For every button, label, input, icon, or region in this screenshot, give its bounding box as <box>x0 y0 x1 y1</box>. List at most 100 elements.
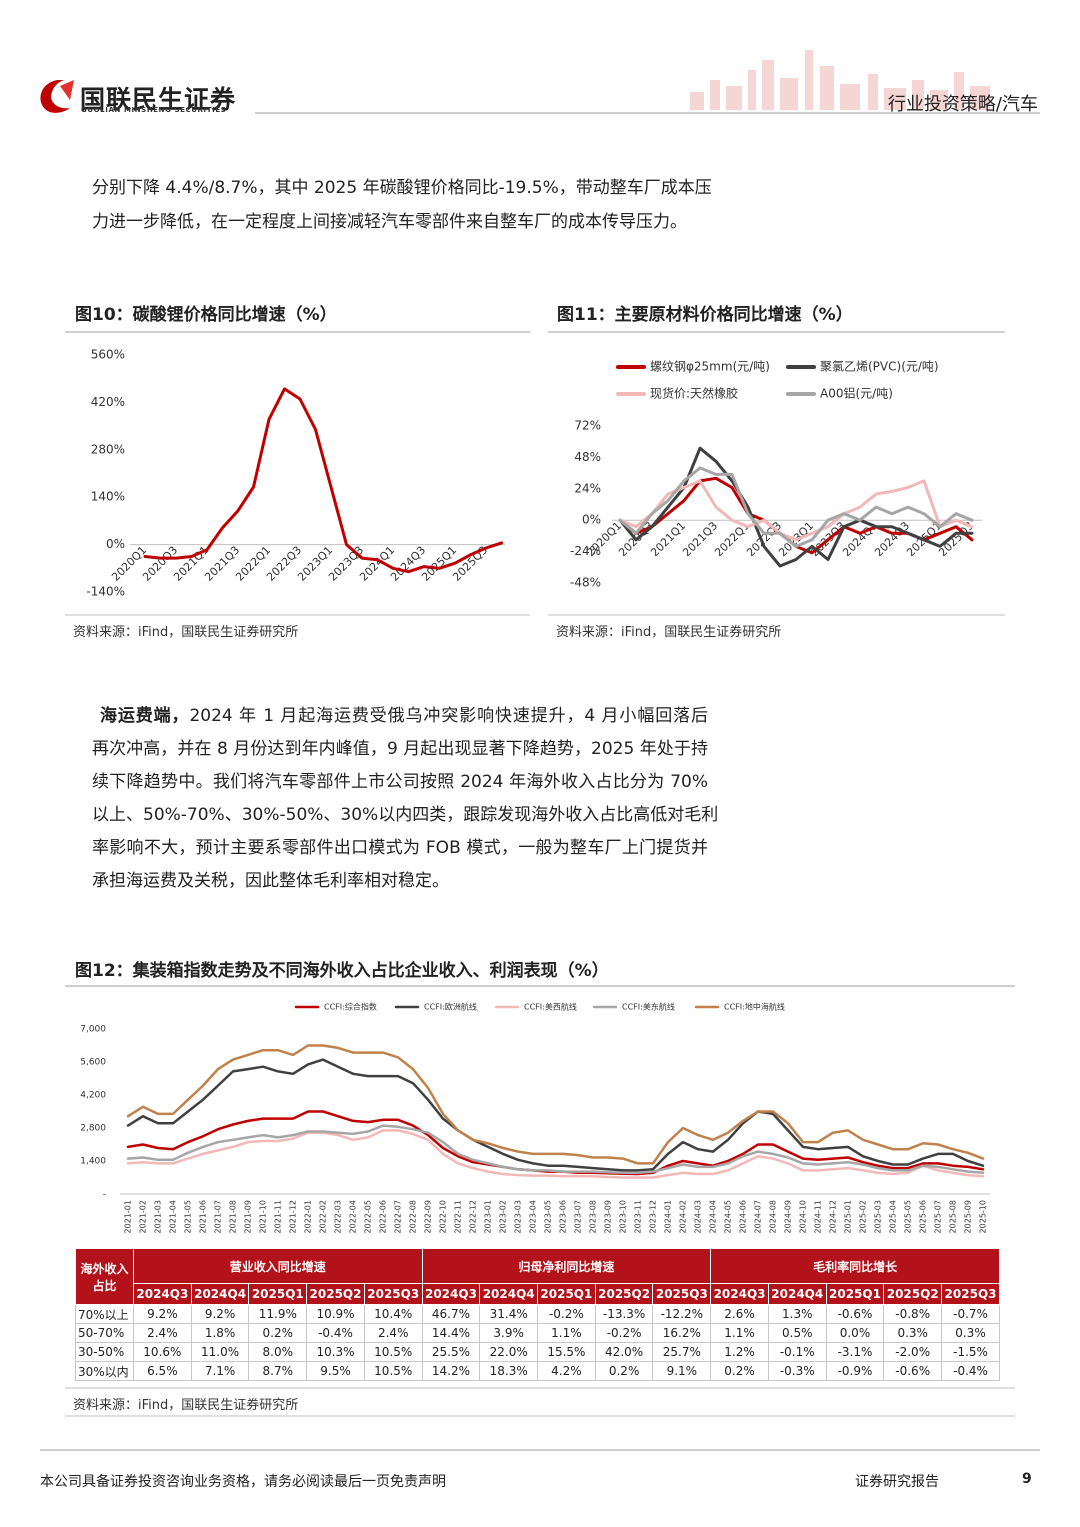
row-header-title: 海外收入占比 <box>75 1248 134 1305</box>
y-tick-label: 4,200 <box>80 1091 106 1101</box>
table-cell: 9.1% <box>652 1361 712 1381</box>
x-tick-label: 2023-12 <box>649 1200 658 1233</box>
paragraph-line: 以上、50%-70%、30%-50%、30%以内四类，跟踪发现海外收入占比高低对… <box>92 805 719 825</box>
figure-source: 资料来源：iFind，国联民生证券研究所 <box>556 625 782 640</box>
paragraph-line: 海运费端，2024 年 1 月起海运费受俄乌冲突影响快速提升，4 月小幅回落后 <box>100 704 708 728</box>
x-tick-label: 2023-09 <box>604 1200 613 1233</box>
table-cell: -1.5% <box>941 1342 1000 1362</box>
table-cell: 9.2% <box>190 1304 250 1324</box>
series-line <box>143 387 503 574</box>
y-tick-label: 72% <box>574 419 601 433</box>
x-tick-label: 2021-09 <box>244 1200 253 1233</box>
table-cell: -0.4% <box>941 1361 1000 1381</box>
series-line <box>126 1124 985 1175</box>
x-tick-label: 2024-07 <box>754 1200 763 1233</box>
legend-label: CCFI:欧洲航线 <box>424 1002 477 1012</box>
table-row: 30%以内 6.5% 7.1% 8.7% 9.5% 10.5% 14.2% 18.3% 4.2%… <box>75 1361 1000 1381</box>
y-tick-label: 140% <box>91 490 125 504</box>
table-cell: 14.4% <box>421 1323 481 1343</box>
x-tick-label: 2025-10 <box>979 1200 988 1233</box>
table-cell: 22.0% <box>479 1342 539 1362</box>
x-tick-label: 2021-01 <box>124 1200 133 1233</box>
x-tick-label: 2022-08 <box>409 1200 418 1233</box>
x-tick-label: 2021-12 <box>289 1200 298 1233</box>
legend-label: A00铝(元/吨) <box>820 386 893 401</box>
x-tick-label: 2024-11 <box>814 1200 823 1233</box>
x-tick-label: 2021-04 <box>169 1200 178 1233</box>
x-tick-label: 2022-03 <box>334 1200 343 1233</box>
paragraph-line: 力进一步降低，在一定程度上间接减轻汽车零部件来自整车厂的成本传导压力。 <box>92 212 687 232</box>
legend-label: 聚氯乙烯(PVC)(元/吨) <box>820 360 939 374</box>
y-tick-label: 1,400 <box>80 1157 106 1167</box>
y-tick-label: 420% <box>91 395 125 409</box>
quarter-header: 2025Q2 <box>306 1283 365 1305</box>
legend-label: CCFI:美西航线 <box>524 1002 577 1012</box>
x-tick-label: 2025-07 <box>934 1200 943 1233</box>
x-tick-label: 2022-05 <box>364 1200 373 1233</box>
quarter-header: 2024Q3 <box>710 1283 769 1305</box>
quarter-header: 2025Q3 <box>652 1283 712 1305</box>
group-header: 营业收入同比增速 <box>133 1248 423 1284</box>
x-tick-label: 2025-03 <box>874 1200 883 1233</box>
logo-text: 国联民生证券 <box>80 85 237 114</box>
table-cell: 10.5% <box>363 1342 423 1362</box>
x-tick-label: 2021-06 <box>199 1200 208 1233</box>
legend-label: 现货价:天然橡胶 <box>650 386 738 401</box>
x-tick-label: 2021-07 <box>214 1200 223 1233</box>
x-tick-label: 2022-04 <box>349 1200 358 1233</box>
table-cell: 6.5% <box>133 1361 192 1381</box>
series-line <box>126 1058 985 1172</box>
paragraph-text: 2024 年 1 月起海运费受俄乌冲突影响快速提升，4 月小幅回落后 <box>189 706 708 726</box>
table-cell: -12.2% <box>652 1304 712 1324</box>
group-header: 毛利率同比增长 <box>710 1248 1000 1284</box>
figure-source: 资料来源：iFind，国联民生证券研究所 <box>73 1398 299 1413</box>
page-number: 9 <box>1022 1471 1032 1487</box>
x-tick-label: 2023-11 <box>634 1200 643 1233</box>
x-tick-label: 2024-08 <box>769 1200 778 1233</box>
group-header: 归母净利同比增速 <box>421 1248 712 1284</box>
x-tick-label: 2023-02 <box>499 1200 508 1233</box>
table-cell: 9.5% <box>306 1361 365 1381</box>
table-cell: -0.4% <box>306 1323 365 1343</box>
x-tick-label: 2024-03 <box>694 1200 703 1233</box>
y-tick-label: -48% <box>570 576 601 590</box>
table-row: 30-50% 10.6% 11.0% 8.0% 10.3% 10.5% 25.5% 22.0%… <box>75 1342 1000 1362</box>
x-tick-label: 2022-01 <box>304 1200 313 1233</box>
x-tick-label: 2023-01 <box>484 1200 493 1233</box>
x-tick-label: 2024-02 <box>679 1200 688 1233</box>
table-cell: 10.5% <box>363 1361 423 1381</box>
x-tick-label: 2021-08 <box>229 1200 238 1233</box>
section-name: 行业投资策略/汽车 <box>887 94 1038 115</box>
table-cell: 0.2% <box>594 1361 654 1381</box>
y-tick-label: 5,600 <box>80 1058 106 1068</box>
x-tick-label: 2025-09 <box>964 1200 973 1233</box>
x-tick-label: 2024-04 <box>709 1200 718 1233</box>
x-tick-label: 2022-12 <box>469 1200 478 1233</box>
paragraph-line: 承担海运费及关税，因此整体毛利率相对稳定。 <box>92 871 449 891</box>
x-tick-label: 2024-12 <box>829 1200 838 1233</box>
legend-label: 螺纹钢φ25mm(元/吨) <box>650 360 770 374</box>
x-tick-label: 2025-01 <box>844 1200 853 1233</box>
y-tick-label: - <box>103 1190 106 1200</box>
logo-icon <box>40 80 70 113</box>
paragraph-line: 续下降趋势中。我们将汽车零部件上市公司按照 2024 年海外收入占比分为 70% <box>92 772 708 792</box>
x-tick-label: 2023-10 <box>619 1200 628 1233</box>
table-cell: 1.1% <box>537 1323 596 1343</box>
row-label: 30%以内 <box>75 1361 134 1381</box>
table-cell: 1.8% <box>190 1323 250 1343</box>
x-tick-label: 2021-10 <box>259 1200 268 1233</box>
table-cell: 8.0% <box>248 1342 308 1362</box>
table-row: 70%以上 9.2% 9.2% 11.9% 10.9% 10.4% 46.7% 31.4% -0… <box>75 1304 1000 1324</box>
x-tick-label: 2023-05 <box>544 1200 553 1233</box>
x-tick-label: 2025-05 <box>904 1200 913 1233</box>
legend-label: CCFI:综合指数 <box>324 1002 377 1012</box>
x-tick-label: 2023-06 <box>559 1200 568 1233</box>
table-cell: 0.0% <box>825 1323 885 1343</box>
legend-label: CCFI:美东航线 <box>622 1002 675 1012</box>
x-tick-label: 2025-06 <box>919 1200 928 1233</box>
x-tick-label: 2023-07 <box>574 1200 583 1233</box>
series-line <box>618 466 974 548</box>
skyline <box>690 50 990 110</box>
paragraph-line: 分别下降 4.4%/8.7%，其中 2025 年碳酸锂价格同比-19.5%，带动… <box>92 178 712 198</box>
